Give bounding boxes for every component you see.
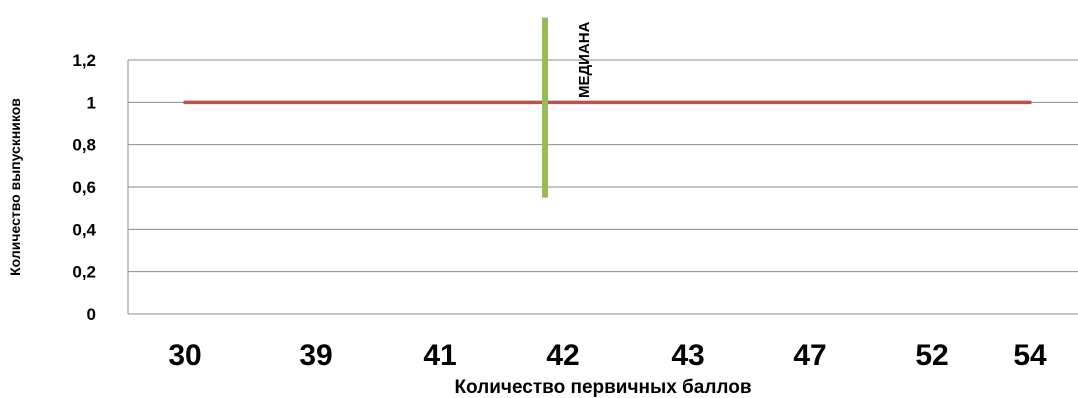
y-tick-labels: 0 0,2 0,4 0,6 0,8 1 1,2 — [72, 51, 96, 324]
y-tick-label: 0,4 — [72, 220, 96, 239]
median-label: МЕДИАНА — [576, 21, 593, 98]
y-tick-label: 0 — [87, 305, 96, 324]
y-tick-label: 0,8 — [72, 136, 96, 155]
x-tick-label: 41 — [423, 339, 456, 372]
y-tick-label: 1,2 — [72, 51, 96, 70]
y-tick-label: 0,2 — [72, 263, 96, 282]
gridlines — [128, 59, 1078, 273]
x-tick-label: 42 — [546, 339, 579, 372]
x-tick-label: 30 — [168, 339, 201, 372]
x-tick-label: 39 — [299, 339, 332, 372]
annotation-layer: МЕДИАНА — [542, 17, 593, 198]
x-tick-label: 47 — [793, 339, 826, 372]
x-tick-label: 54 — [1013, 339, 1047, 372]
x-axis-label: Количество первичных баллов — [454, 377, 751, 398]
y-axis-label: Количество выпускников — [7, 98, 23, 276]
y-tick-label: 0,6 — [72, 178, 96, 197]
x-tick-label: 43 — [671, 339, 704, 372]
x-tick-label: 52 — [915, 339, 948, 372]
x-tick-labels: 30 39 41 42 43 47 52 54 — [168, 339, 1047, 372]
y-tick-label: 1 — [87, 93, 96, 112]
